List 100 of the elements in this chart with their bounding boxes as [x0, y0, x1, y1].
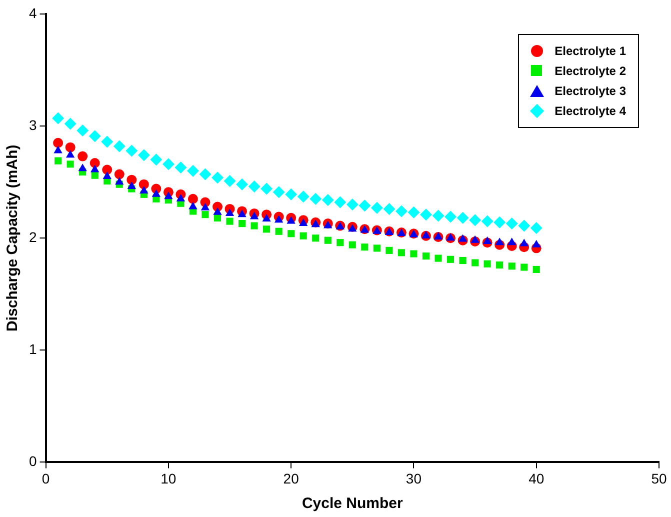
point: [446, 256, 454, 263]
point: [530, 222, 542, 234]
point: [312, 234, 320, 242]
point: [346, 198, 358, 210]
point: [520, 238, 528, 246]
point: [299, 218, 308, 226]
point: [310, 192, 322, 205]
point: [152, 189, 160, 197]
x-tick-label: 40: [528, 470, 544, 486]
point: [361, 244, 368, 251]
point: [214, 214, 222, 222]
point: [127, 182, 136, 190]
point: [373, 244, 380, 252]
point: [358, 200, 371, 212]
point: [53, 138, 64, 148]
point: [140, 186, 148, 194]
y-tick-label: 0: [28, 453, 37, 470]
legend-label: Electrolyte 1: [554, 44, 626, 58]
point: [236, 178, 248, 190]
point: [199, 168, 212, 180]
point: [370, 202, 383, 214]
point: [226, 218, 234, 225]
point: [102, 171, 112, 179]
point: [114, 169, 124, 180]
point: [470, 235, 480, 243]
point: [348, 224, 357, 232]
point: [444, 210, 457, 223]
point: [434, 232, 443, 240]
point: [456, 212, 469, 224]
point: [188, 194, 198, 204]
point: [334, 196, 346, 208]
point: [496, 261, 504, 269]
point: [432, 210, 444, 222]
point: [300, 232, 307, 240]
point: [91, 172, 98, 179]
point: [66, 160, 74, 168]
point: [275, 228, 282, 235]
point: [506, 218, 518, 230]
point: [508, 262, 516, 270]
point: [164, 192, 173, 200]
point: [274, 215, 284, 223]
point: [76, 124, 89, 137]
point: [469, 214, 482, 226]
point: [162, 158, 174, 170]
point: [410, 250, 418, 258]
x-tick-label: 50: [651, 470, 667, 486]
point: [484, 260, 491, 268]
x-axis-title: Cycle Number: [302, 495, 403, 512]
point: [78, 164, 87, 172]
point: [176, 194, 186, 202]
point: [494, 216, 506, 228]
point: [322, 194, 334, 206]
point: [202, 211, 209, 218]
point: [262, 214, 271, 222]
point: [138, 179, 149, 190]
point: [422, 230, 430, 238]
point: [508, 238, 516, 246]
point: [250, 222, 258, 230]
point: [138, 149, 150, 162]
point: [238, 220, 246, 228]
point: [434, 254, 442, 262]
y-axis-title: Discharge Capacity (mAh): [4, 144, 22, 332]
point: [90, 164, 100, 172]
point: [126, 174, 137, 185]
point: [90, 158, 100, 168]
point: [481, 215, 494, 228]
y-tick-label: 3: [28, 116, 37, 133]
point: [263, 226, 270, 233]
point: [520, 264, 528, 271]
legend-label: Electrolyte 3: [554, 84, 626, 98]
x-tick-label: 10: [160, 470, 176, 486]
point: [150, 154, 162, 166]
point: [102, 164, 112, 175]
point: [458, 234, 468, 242]
point: [408, 206, 420, 218]
y-tick-label: 4: [28, 4, 37, 21]
point: [285, 188, 298, 200]
x-tick-label: 20: [283, 470, 300, 486]
y-tick-label: 1: [28, 341, 37, 358]
y-tick-label: 2: [28, 228, 37, 245]
point: [186, 164, 199, 177]
point: [126, 144, 138, 157]
point: [64, 118, 76, 130]
point: [324, 236, 332, 244]
point: [213, 207, 222, 215]
point: [532, 240, 541, 248]
point: [518, 220, 530, 232]
point: [472, 259, 479, 266]
point: [52, 112, 64, 124]
point: [225, 208, 234, 216]
x-tick-label: 30: [406, 470, 422, 486]
point: [211, 172, 224, 184]
point: [532, 266, 540, 274]
point: [348, 241, 356, 248]
point: [495, 238, 504, 246]
point: [54, 146, 62, 154]
point: [272, 186, 285, 198]
point: [311, 220, 320, 228]
point: [78, 151, 88, 162]
point: [248, 180, 260, 193]
